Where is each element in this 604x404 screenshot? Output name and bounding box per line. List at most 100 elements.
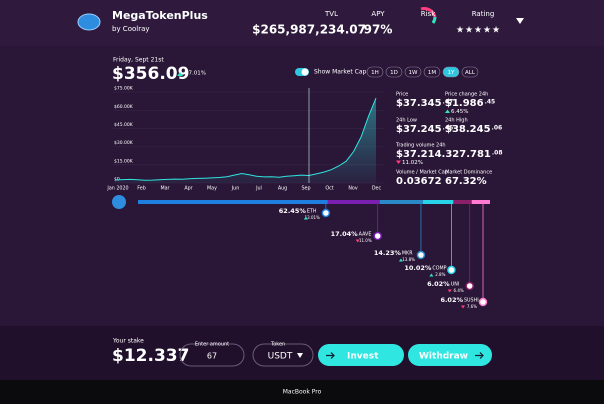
stat-value: $37.214.327.781: [396, 149, 491, 160]
y-tick-label: $15.00K: [114, 158, 134, 164]
risk-gauge-low: [431, 16, 437, 24]
toggle-knob: [301, 68, 309, 76]
stat-label: Trading volume 24h: [395, 143, 446, 149]
allocation-marker: [478, 297, 488, 307]
price-change: 97.01%: [185, 71, 206, 77]
price-date: Friday, Sept 21st: [113, 57, 164, 64]
range-label: 1Y: [448, 70, 455, 76]
toggle-label: Show Market Cap: [314, 69, 366, 76]
token-change: 7.6%: [467, 304, 477, 309]
range-label: 1M: [428, 70, 436, 76]
token-select[interactable]: [252, 343, 314, 367]
withdraw-label: Withdraw: [419, 352, 468, 362]
range-button[interactable]: [404, 66, 422, 78]
withdraw-arrow: [475, 352, 484, 359]
allocation-marker: [321, 208, 331, 218]
token-name-label: COMP: [432, 266, 446, 272]
token-change: 2.8%: [435, 272, 445, 277]
stat-decimals: .06: [492, 125, 503, 132]
x-tick-label: Apr: [184, 186, 192, 192]
bezel: [0, 380, 604, 404]
stat-value: $37.345: [396, 98, 442, 109]
up-arrow: [398, 258, 403, 262]
star: ★: [492, 26, 500, 36]
token-name-label: ETH: [307, 209, 317, 215]
token-value: USDT: [268, 352, 293, 362]
amount-label: Enter amount: [195, 342, 229, 348]
stat-label: Price: [396, 92, 408, 98]
x-tick-label: Jun: [231, 186, 240, 192]
x-tick-label: Feb: [137, 186, 146, 192]
range-button[interactable]: [442, 66, 460, 78]
share-label: 17.04%: [331, 230, 359, 238]
token-name-label: AAVE: [359, 232, 372, 238]
x-tick-label: Oct: [325, 186, 333, 192]
background: [0, 0, 604, 380]
range-label: 1W: [409, 70, 418, 76]
token-name-label: MKR: [402, 251, 413, 257]
amount-input[interactable]: [179, 343, 245, 367]
stat-change: 6.45%: [451, 109, 468, 115]
allocation-marker: [416, 250, 426, 260]
range-button[interactable]: [461, 66, 479, 78]
allocation-marker: [373, 231, 382, 241]
range-button[interactable]: [366, 66, 384, 78]
stat-change: 11.02%: [402, 160, 423, 166]
stat-label: Market Dominance: [445, 170, 492, 176]
range-button[interactable]: [385, 66, 403, 78]
x-tick-label: Sep: [301, 186, 310, 192]
stat-label: 24h Low: [396, 118, 417, 124]
down-arrow: [447, 289, 452, 293]
stat-value: $38.245: [445, 124, 491, 135]
stake-value: $12.337: [112, 346, 189, 366]
withdraw-button[interactable]: [408, 344, 492, 366]
allocation-icon: [112, 195, 126, 209]
y-tick-label: $30.00K: [114, 140, 134, 146]
tvl: $265,987,234.07: [252, 23, 366, 37]
stat-label: 24h High: [445, 118, 468, 124]
allocation-segment: [138, 200, 328, 204]
apy: 97%: [364, 23, 393, 37]
stat-decimals: .67: [443, 99, 454, 106]
price-line: [114, 97, 377, 181]
star: ★: [465, 26, 473, 36]
token-name-label: SUSHI: [464, 298, 479, 304]
x-tick-label: Nov: [348, 186, 358, 192]
star: ★: [456, 26, 464, 36]
risk-label: Risk: [421, 10, 436, 18]
allocation-segment: [471, 200, 490, 204]
apy-label: APY: [371, 10, 385, 18]
token-label: Token: [270, 342, 285, 348]
dropdown-arrow[interactable]: [516, 18, 524, 24]
allocation-marker: [465, 281, 474, 291]
stat-label: Volume / Market Cap: [396, 170, 448, 176]
x-tick-label: Dec: [372, 186, 382, 192]
invest-button[interactable]: [318, 344, 404, 366]
token-change: 6.4%: [454, 288, 464, 293]
token-change: 11.0%: [359, 238, 372, 243]
y-tick-label: $60.00K: [114, 104, 134, 110]
allocation-segment: [453, 200, 472, 204]
token-logo: [77, 13, 101, 31]
stat-decimals: .46: [443, 125, 454, 132]
header-bar: [0, 0, 604, 46]
x-tick-label: Jan 2020: [106, 186, 128, 192]
down-arrow: [355, 239, 360, 243]
up-arrow: [429, 273, 434, 277]
x-tick-label: Mar: [160, 186, 169, 192]
stat-value: 0.03672: [396, 176, 442, 187]
invest-arrow: [326, 352, 335, 359]
stat-decimals: .08: [492, 150, 503, 157]
device-label: MacBook Pro: [283, 389, 322, 396]
range-label: ALL: [465, 70, 476, 76]
share-label: 6.02%: [440, 296, 463, 304]
up-arrow: [303, 216, 308, 220]
y-tick-label: $75.00K: [114, 86, 134, 92]
stat-value: $37.245: [396, 124, 442, 135]
price-value: $356.09: [112, 64, 189, 84]
range-button[interactable]: [423, 66, 441, 78]
risk-gauge: [420, 7, 437, 18]
x-tick-label: Aug: [278, 186, 287, 192]
y-tick-label: $45.00K: [114, 122, 134, 128]
